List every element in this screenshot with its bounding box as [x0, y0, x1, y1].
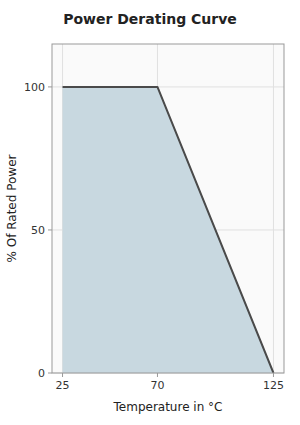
- y-tick: [48, 86, 52, 87]
- y-axis-label: % Of Rated Power: [5, 154, 19, 262]
- chart-title: Power Derating Curve: [63, 11, 237, 27]
- x-tick-label: 25: [56, 379, 70, 392]
- y-tick-label: 100: [24, 81, 45, 94]
- x-axis-label: Temperature in °C: [113, 400, 223, 414]
- x-tick-label: 70: [150, 379, 164, 392]
- data-group: [63, 87, 274, 373]
- area-fill: [63, 87, 274, 373]
- y-axis: 0 50 100: [24, 81, 52, 380]
- y-tick-label: 50: [31, 224, 45, 237]
- chart-svg: Power Derating Curve 25 70 125 0 50 100 Tempera…: [0, 0, 300, 425]
- x-tick-label: 125: [263, 379, 284, 392]
- plot-background: [52, 44, 284, 373]
- chart-container: Power Derating Curve 25 70 125 0 50 100 Tempera…: [0, 0, 300, 425]
- x-tick: [62, 373, 63, 377]
- y-tick: [48, 229, 52, 230]
- grid-line-x: [273, 44, 274, 373]
- x-tick: [273, 373, 274, 377]
- x-tick: [157, 373, 158, 377]
- grid: [52, 44, 284, 373]
- y-tick: [48, 373, 52, 374]
- area-line: [63, 87, 274, 373]
- plot-frame: [52, 44, 284, 373]
- y-tick-label: 0: [38, 367, 45, 380]
- x-axis: 25 70 125: [56, 373, 284, 392]
